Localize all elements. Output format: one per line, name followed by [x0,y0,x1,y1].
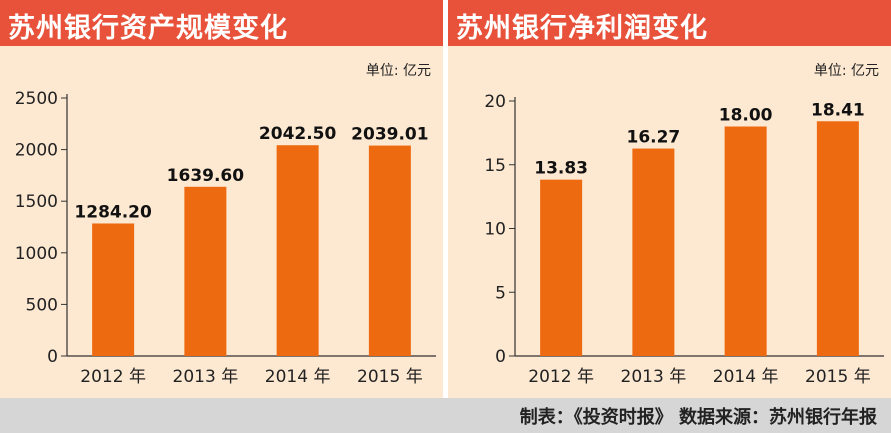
bar [368,145,411,356]
title-banner: 苏州银行资产规模变化 [0,0,443,46]
y-tick-label: 2500 [15,89,58,109]
y-tick-label: 5 [495,283,506,303]
footer-bar: 制表：《投资时报》 数据来源：苏州银行年报 [0,398,891,433]
x-tick-label: 2012 年 [528,367,594,387]
y-tick-label: 15 [484,156,506,176]
data-label: 18.41 [811,100,865,120]
bar [184,186,227,356]
data-label: 18.00 [719,106,773,126]
assets-bar-chart: 0 500 1000 1500 2000 2500 1284.20 2012 年 1639.60… [15,89,436,387]
y-tick-label: 2000 [15,141,58,161]
data-label: 2042.50 [259,124,337,144]
data-label: 2039.01 [351,125,428,145]
x-tick-label: 2014 年 [713,367,779,387]
unit-label: 单位: 亿元 [813,63,879,79]
chart-panel-profit: 苏州银行净利润变化 单位: 亿元 0 5 10 15 20 13.83 2012 年 16.2… [448,0,891,398]
chart-panel-assets: 苏州银行资产规模变化 单位: 亿元 0 500 1000 1500 2000 2500 12… [0,0,443,398]
data-label: 1284.20 [74,202,152,222]
title-banner: 苏州银行净利润变化 [448,0,891,46]
bar [816,121,859,357]
x-tick-label: 2015 年 [805,367,871,387]
y-tick-label: 1000 [15,244,58,264]
profit-bar-chart: 0 5 10 15 20 13.83 2012 年 16.27 2013 年 18.00 2014 … [484,92,884,387]
bar [92,223,135,356]
y-tick-label: 0 [47,347,58,367]
chart-title: 苏州银行资产规模变化 [8,13,288,44]
bar [276,145,319,356]
x-tick-label: 2015 年 [357,367,423,387]
y-tick-label: 1500 [15,192,58,212]
data-label: 16.27 [626,128,680,148]
data-label: 13.83 [534,159,588,179]
x-tick-label: 2012 年 [80,367,146,387]
y-tick-label: 10 [484,220,506,240]
y-tick-label: 500 [26,295,58,315]
chart-title: 苏州银行净利润变化 [456,13,708,44]
y-tick-label: 20 [484,92,506,112]
bar [724,126,767,356]
bar [540,179,583,356]
source-note: 制表：《投资时报》 数据来源：苏州银行年报 [519,407,877,428]
bar [632,148,675,356]
x-tick-label: 2013 年 [621,367,687,387]
y-tick-label: 0 [495,347,506,367]
data-label: 1639.60 [167,166,245,186]
x-tick-label: 2014 年 [265,367,331,387]
unit-label: 单位: 亿元 [365,63,431,79]
x-tick-label: 2013 年 [173,367,239,387]
